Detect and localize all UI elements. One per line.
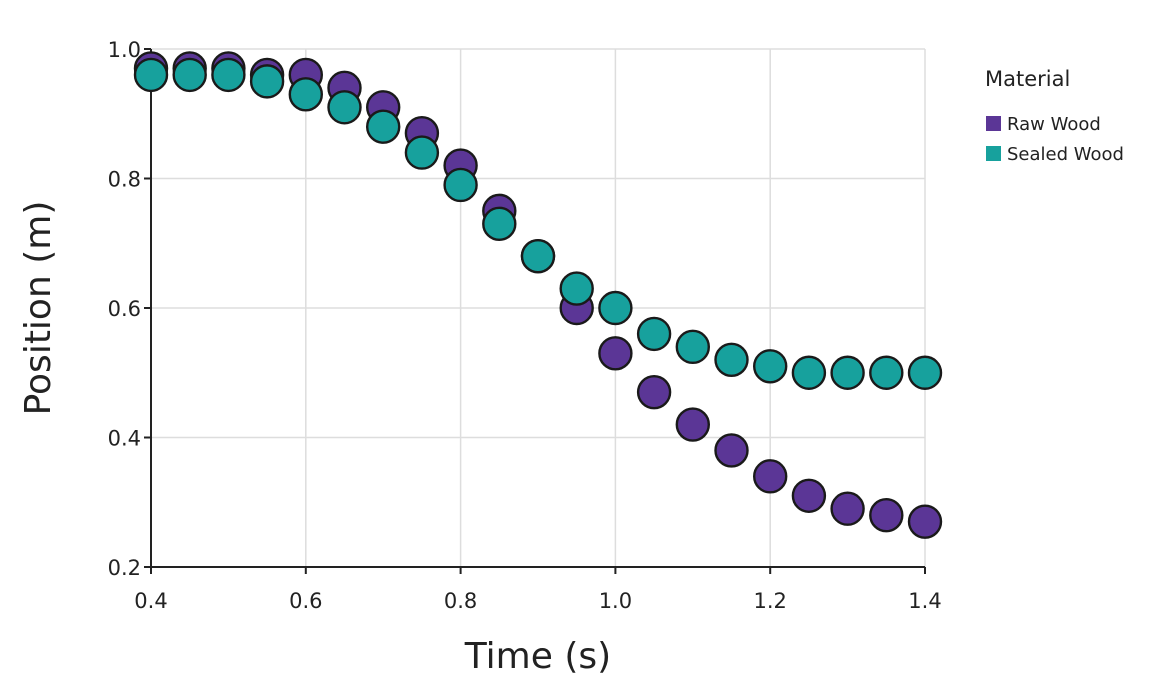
data-point (366, 109, 401, 144)
data-point (520, 239, 556, 274)
axes (144, 48, 926, 574)
data-point (172, 57, 207, 93)
data-point (211, 57, 246, 93)
legend-label: Sealed Wood (1007, 144, 1124, 165)
data-point (404, 135, 440, 170)
x-tick-label: 0.8 (444, 589, 477, 613)
x-tick-label: 1.0 (599, 589, 632, 613)
legend-swatch (986, 116, 1001, 131)
data-points (133, 51, 943, 539)
data-point (830, 355, 865, 390)
data-point (636, 374, 672, 410)
data-point (288, 77, 323, 112)
y-tick-label: 0.4 (108, 427, 141, 451)
data-point (675, 329, 710, 365)
x-tick-label: 0.4 (134, 589, 167, 613)
legend-items: Raw Wood Sealed Wood (986, 114, 1124, 165)
tick-labels: 0.4 0.6 0.8 1.0 1.2 1.4 0.2 0.4 0.6 0.8 1.0 (108, 38, 942, 613)
data-point (598, 336, 633, 371)
data-point (559, 271, 594, 306)
data-point (753, 459, 788, 494)
y-tick-label: 0.2 (108, 556, 141, 580)
data-point (482, 206, 517, 242)
x-axis-title: Time (s) (464, 636, 611, 677)
legend: Material Raw Wood Sealed Wood (985, 67, 1124, 165)
data-point (753, 349, 788, 384)
y-axis-title: Position (m) (18, 201, 59, 416)
data-point (714, 342, 749, 377)
y-tick-label: 1.0 (108, 38, 141, 62)
x-tick-label: 1.2 (753, 589, 786, 613)
x-tick-label: 0.6 (289, 589, 322, 613)
y-tick-label: 0.6 (108, 297, 141, 321)
series-sealed-wood (133, 57, 943, 390)
data-point (791, 478, 827, 513)
y-tick-label: 0.8 (108, 168, 141, 192)
data-point (907, 355, 943, 390)
data-point (830, 491, 865, 526)
data-point (675, 407, 710, 442)
data-point (327, 90, 362, 125)
x-tick-label: 1.4 (908, 589, 941, 613)
legend-title: Material (985, 67, 1070, 91)
data-point (869, 498, 904, 533)
data-point (133, 57, 169, 93)
data-point (791, 355, 827, 390)
legend-label: Raw Wood (1007, 114, 1101, 135)
data-point (907, 504, 943, 539)
data-point (636, 316, 672, 352)
data-point (443, 167, 478, 203)
series-raw-wood (133, 51, 943, 539)
legend-swatch (986, 146, 1001, 161)
data-point (869, 355, 904, 390)
data-point (249, 64, 285, 99)
data-point (598, 290, 633, 326)
data-point (714, 433, 749, 468)
